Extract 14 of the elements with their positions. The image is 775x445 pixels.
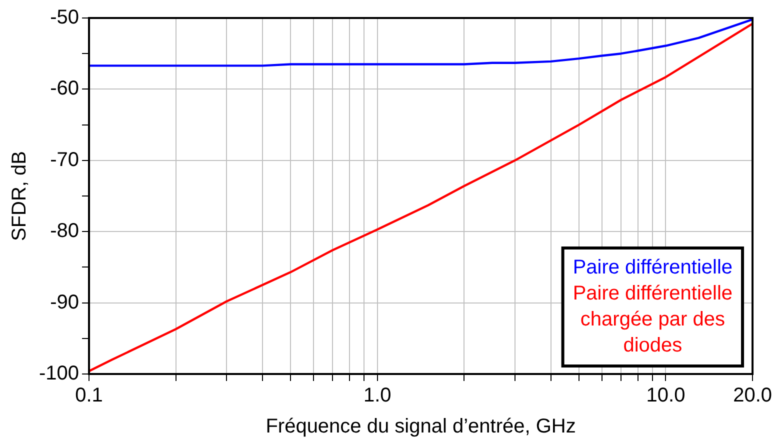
x-tick-label: 0.1 bbox=[75, 384, 103, 407]
y-tick-label: -50 bbox=[50, 6, 80, 29]
x-tick-label: 10.0 bbox=[646, 384, 686, 407]
text: Paire différentielle bbox=[572, 256, 733, 279]
y-tick-label: -60 bbox=[50, 78, 80, 100]
y-tick-label: -80 bbox=[50, 220, 80, 242]
x-tick-label: 1.0 bbox=[363, 384, 392, 407]
x-tick-label: 20.0 bbox=[733, 384, 772, 407]
y-tick-label: -90 bbox=[50, 291, 80, 314]
y-tick-label: -100 bbox=[39, 362, 80, 385]
x-axis-title: Fréquence du signal d’entrée, GHz bbox=[266, 416, 576, 438]
y-tick-label: -70 bbox=[50, 148, 80, 171]
text: Paire différentielle chargée par des diodes bbox=[572, 282, 733, 357]
y-axis-title: SFDR, dB bbox=[8, 150, 31, 242]
